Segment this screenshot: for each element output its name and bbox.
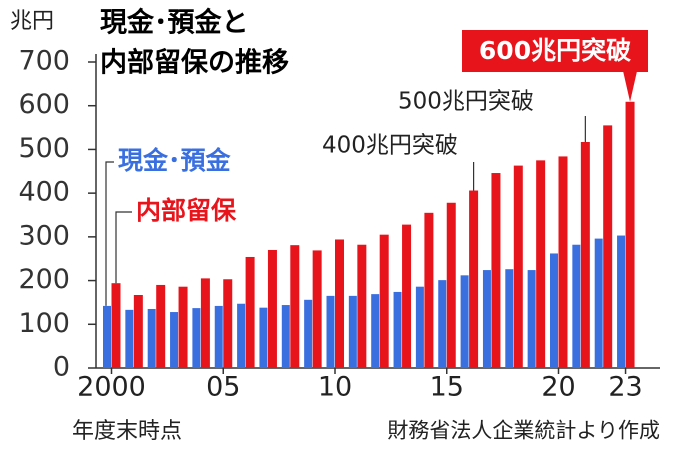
bar bbox=[304, 299, 313, 368]
bar bbox=[178, 286, 188, 368]
y-tick-label: 500 bbox=[18, 133, 70, 164]
leader bbox=[105, 161, 114, 306]
bar bbox=[625, 101, 635, 368]
y-tick-label: 300 bbox=[18, 220, 70, 251]
bar bbox=[424, 212, 434, 368]
annotation: 400兆円突破 bbox=[322, 133, 458, 159]
bar bbox=[558, 156, 568, 368]
bar bbox=[572, 244, 581, 368]
x-tick-label: 10 bbox=[318, 372, 352, 403]
bar bbox=[469, 190, 479, 368]
bar bbox=[482, 270, 491, 368]
x-tick-label: 15 bbox=[430, 372, 464, 403]
bar bbox=[170, 312, 179, 368]
bar bbox=[460, 275, 469, 368]
bar bbox=[527, 270, 536, 368]
bar bbox=[147, 308, 156, 368]
bar bbox=[245, 256, 255, 368]
bar bbox=[125, 309, 134, 368]
y-tick-label: 0 bbox=[53, 352, 70, 383]
bar bbox=[103, 305, 111, 368]
bar bbox=[312, 250, 322, 368]
bar bbox=[192, 308, 201, 368]
annotation-pointer bbox=[623, 71, 638, 102]
bar bbox=[237, 303, 246, 368]
y-tick-label: 700 bbox=[18, 46, 70, 77]
bar bbox=[281, 305, 290, 368]
y-tick-label: 200 bbox=[18, 264, 70, 295]
legend-label: 現金･預金 bbox=[118, 146, 232, 175]
bar bbox=[505, 269, 514, 368]
bar bbox=[267, 249, 277, 368]
bar bbox=[371, 294, 380, 368]
x-tick-label: 20 bbox=[541, 372, 575, 403]
chart-title: 現金･預金と bbox=[100, 7, 249, 39]
annotation: 600兆円突破 bbox=[479, 36, 631, 65]
source: 財務省法人企業統計より作成 bbox=[387, 419, 660, 443]
y-unit: 兆円 bbox=[10, 9, 54, 34]
bar bbox=[402, 224, 412, 368]
bar bbox=[393, 291, 402, 368]
bar bbox=[156, 284, 166, 368]
annotation-box bbox=[462, 30, 648, 72]
y-tick-label: 400 bbox=[18, 177, 70, 208]
y-tick-label: 600 bbox=[18, 89, 70, 120]
bar bbox=[617, 235, 626, 368]
x-tick-label: 05 bbox=[206, 372, 240, 403]
bar bbox=[214, 305, 223, 368]
bar bbox=[580, 141, 590, 368]
bar bbox=[446, 202, 456, 368]
legend-label: 内部留保 bbox=[136, 196, 237, 225]
bar bbox=[379, 234, 389, 368]
bar bbox=[550, 253, 558, 368]
bar bbox=[259, 307, 268, 368]
bar bbox=[290, 245, 300, 368]
bar bbox=[438, 280, 447, 368]
bar bbox=[513, 165, 523, 368]
bar bbox=[415, 286, 424, 368]
bar bbox=[491, 173, 501, 368]
bar bbox=[357, 244, 367, 368]
leader bbox=[115, 211, 132, 284]
bar bbox=[335, 239, 344, 368]
bar bbox=[326, 295, 335, 368]
bar bbox=[200, 278, 210, 368]
bar bbox=[133, 294, 143, 368]
y-tick-label: 100 bbox=[18, 308, 70, 339]
chart-title: 内部留保の推移 bbox=[100, 47, 289, 79]
bar bbox=[536, 160, 546, 368]
bar bbox=[594, 238, 603, 368]
bar bbox=[348, 295, 357, 368]
x-tick-label: 2000 bbox=[77, 372, 146, 403]
bar bbox=[223, 279, 233, 368]
x-tick-label: 23 bbox=[608, 372, 642, 403]
bar bbox=[111, 283, 121, 368]
annotation: 500兆円突破 bbox=[398, 89, 534, 115]
x-axis-label: 年度末時点 bbox=[72, 419, 182, 444]
bar bbox=[603, 125, 613, 368]
